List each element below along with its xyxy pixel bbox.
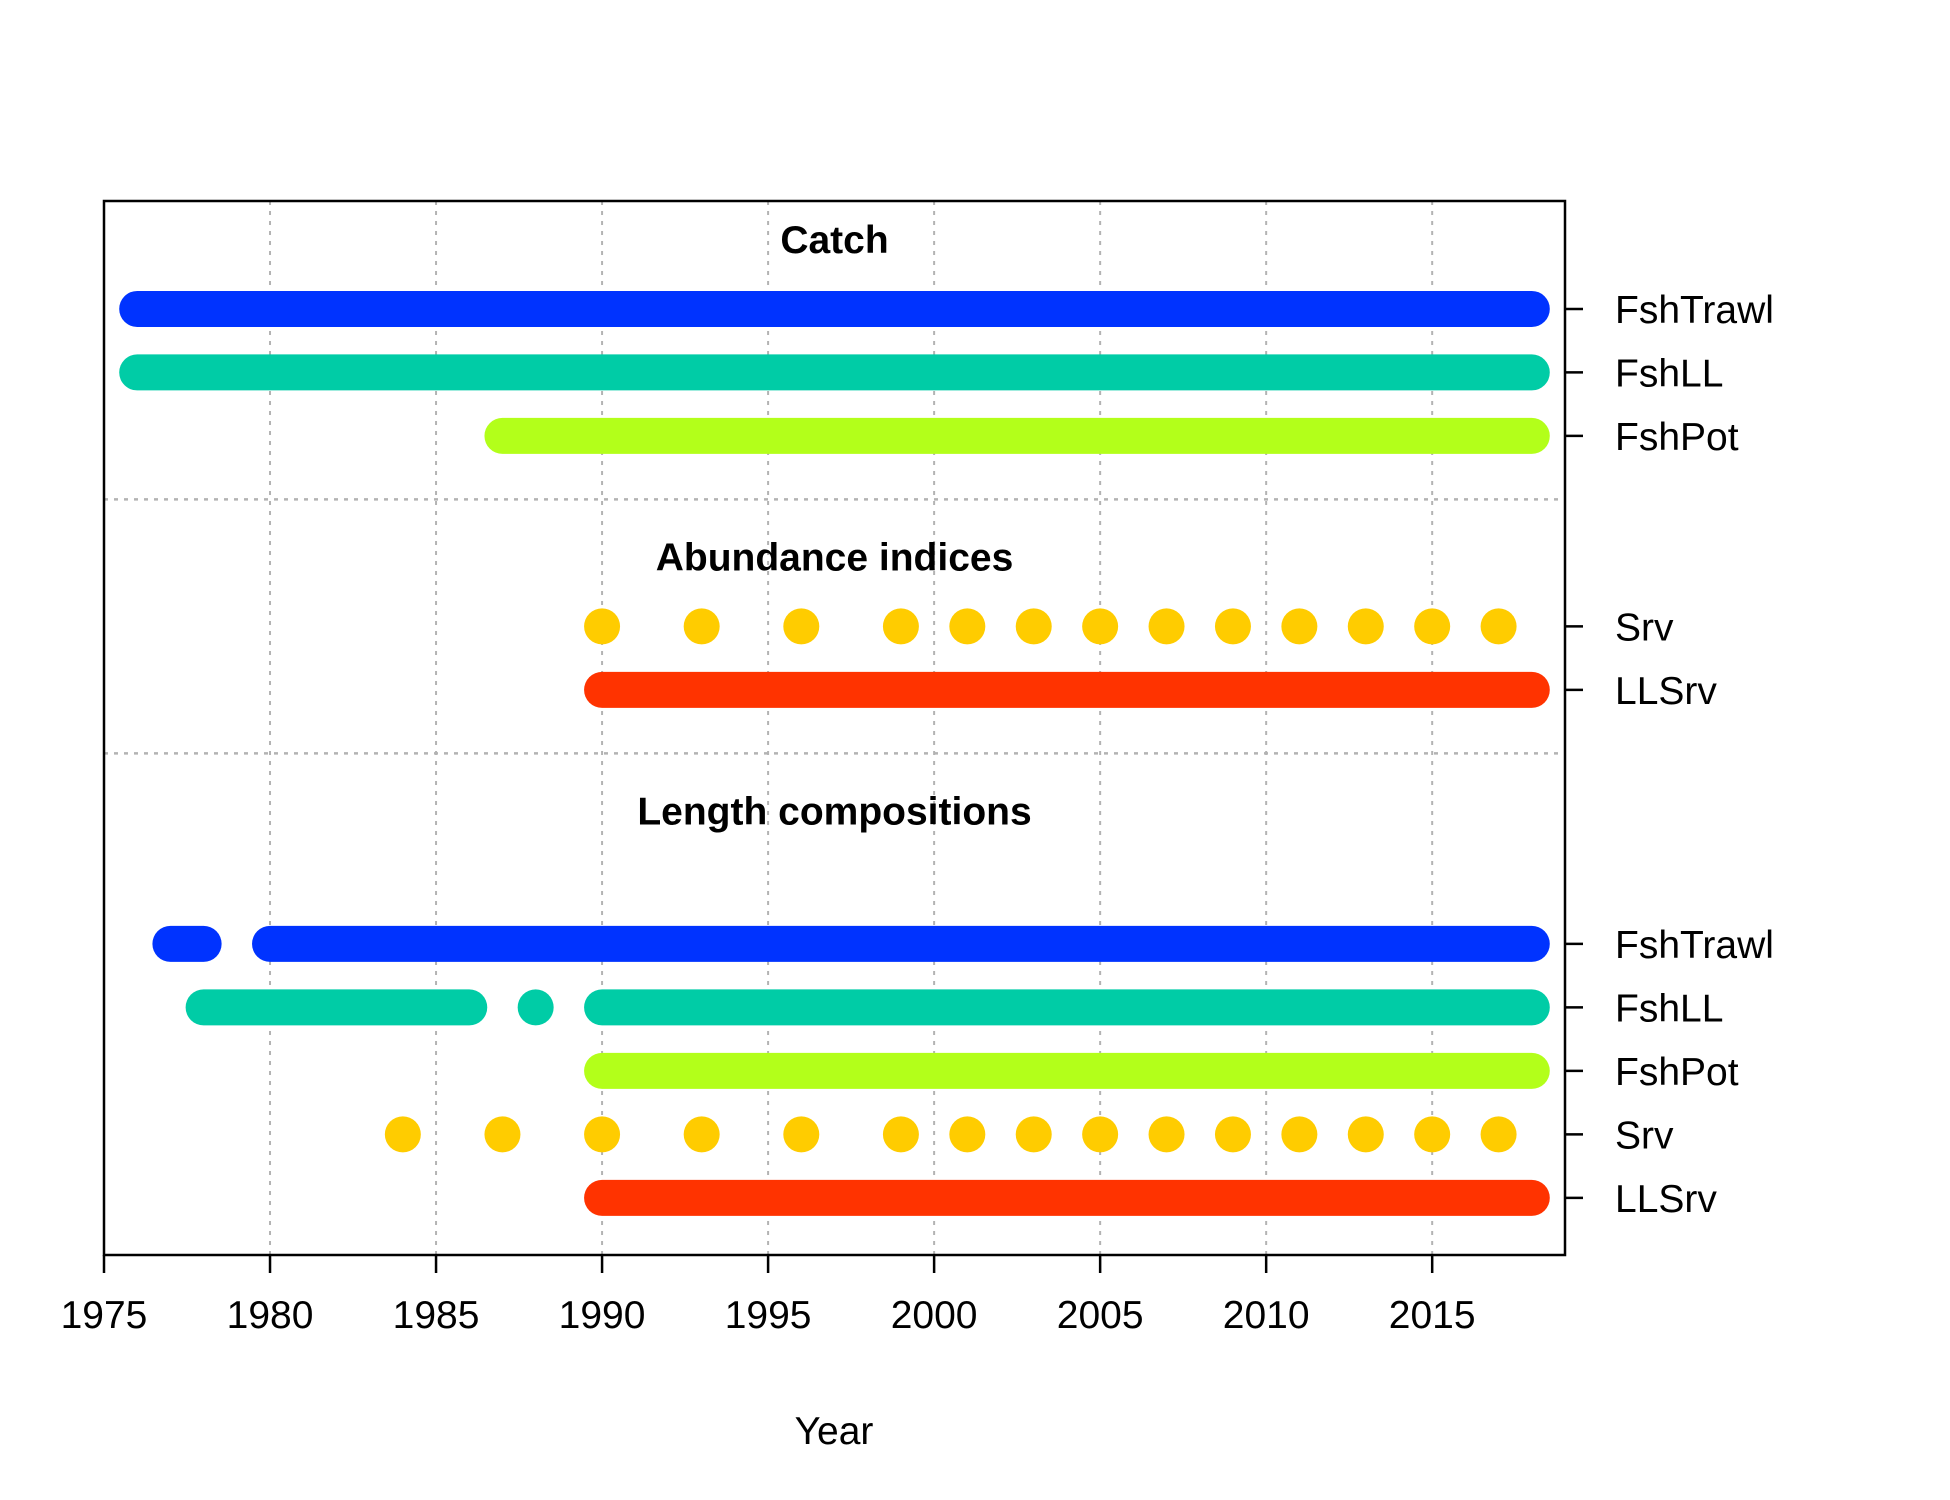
row-label-FshLL: FshLL (1615, 987, 1723, 1030)
row-label-FshPot: FshPot (1615, 416, 1739, 459)
data-point (1015, 608, 1052, 645)
row-label-LLSrv: LLSrv (1615, 670, 1717, 713)
data-point (949, 608, 986, 645)
data-point (1214, 608, 1251, 645)
data-span (584, 989, 1550, 1026)
data-point (882, 608, 919, 645)
data-span (584, 1179, 1550, 1216)
plot-frame (102, 199, 1567, 1257)
data-point (517, 989, 554, 1026)
data-span (119, 290, 1550, 327)
x-tick-label: 2010 (1223, 1294, 1310, 1337)
data-point (1414, 608, 1451, 645)
data-span (119, 354, 1550, 391)
data-point (1281, 1116, 1318, 1153)
x-tick-label: 2005 (1057, 1294, 1144, 1337)
data-span (584, 671, 1550, 708)
x-tick-label: 1995 (725, 1294, 812, 1337)
data-point (1148, 1116, 1185, 1153)
data-span (584, 1052, 1550, 1089)
data-point (484, 1116, 521, 1153)
row-label-FshLL: FshLL (1615, 352, 1723, 395)
row-label-FshPot: FshPot (1615, 1051, 1739, 1094)
row-label-FshTrawl: FshTrawl (1615, 289, 1774, 332)
data-span (484, 417, 1550, 454)
data-point (384, 1116, 421, 1153)
data-span (252, 925, 1550, 962)
x-tick-label: 2015 (1389, 1294, 1476, 1337)
label-layer: 1975 1980 1985 1990 1995 2000 2005 2010 2015 Catc… (61, 219, 1774, 1337)
data-point (1082, 1116, 1119, 1153)
data-point (1480, 608, 1517, 645)
data-point (1015, 1116, 1052, 1153)
data-point (1480, 1116, 1517, 1153)
data-point (683, 1116, 720, 1153)
row-label-LLSrv: LLSrv (1615, 1178, 1717, 1221)
data-point (584, 608, 621, 645)
data-point (1214, 1116, 1251, 1153)
grid-layer (104, 201, 1565, 1255)
x-axis-title: Year (795, 1410, 874, 1453)
section-title: Catch (780, 219, 888, 262)
axis-layer (102, 307, 1583, 1273)
section-title: Abundance indices (656, 537, 1014, 580)
data-point (1281, 608, 1318, 645)
data-point (1148, 608, 1185, 645)
data-point (783, 1116, 820, 1153)
data-point (1414, 1116, 1451, 1153)
data-point (949, 1116, 986, 1153)
x-tick-label: 1980 (227, 1294, 314, 1337)
row-label-FshTrawl: FshTrawl (1615, 924, 1774, 967)
data-point (584, 1116, 621, 1153)
data-point (1347, 608, 1384, 645)
x-tick-label: 1990 (559, 1294, 646, 1337)
data-point (882, 1116, 919, 1153)
x-tick-label: 1985 (393, 1294, 480, 1337)
data-point (783, 608, 820, 645)
row-label-Srv: Srv (1615, 606, 1674, 649)
section-title: Length compositions (637, 791, 1031, 834)
x-tick-label: 1975 (61, 1294, 148, 1337)
data-point (683, 608, 720, 645)
data-span (152, 925, 222, 962)
data-point (1082, 608, 1119, 645)
data-span (185, 989, 488, 1026)
marks-layer (119, 290, 1550, 1216)
data-point (1347, 1116, 1384, 1153)
x-tick-label: 2000 (891, 1294, 978, 1337)
row-label-Srv: Srv (1615, 1114, 1674, 1157)
